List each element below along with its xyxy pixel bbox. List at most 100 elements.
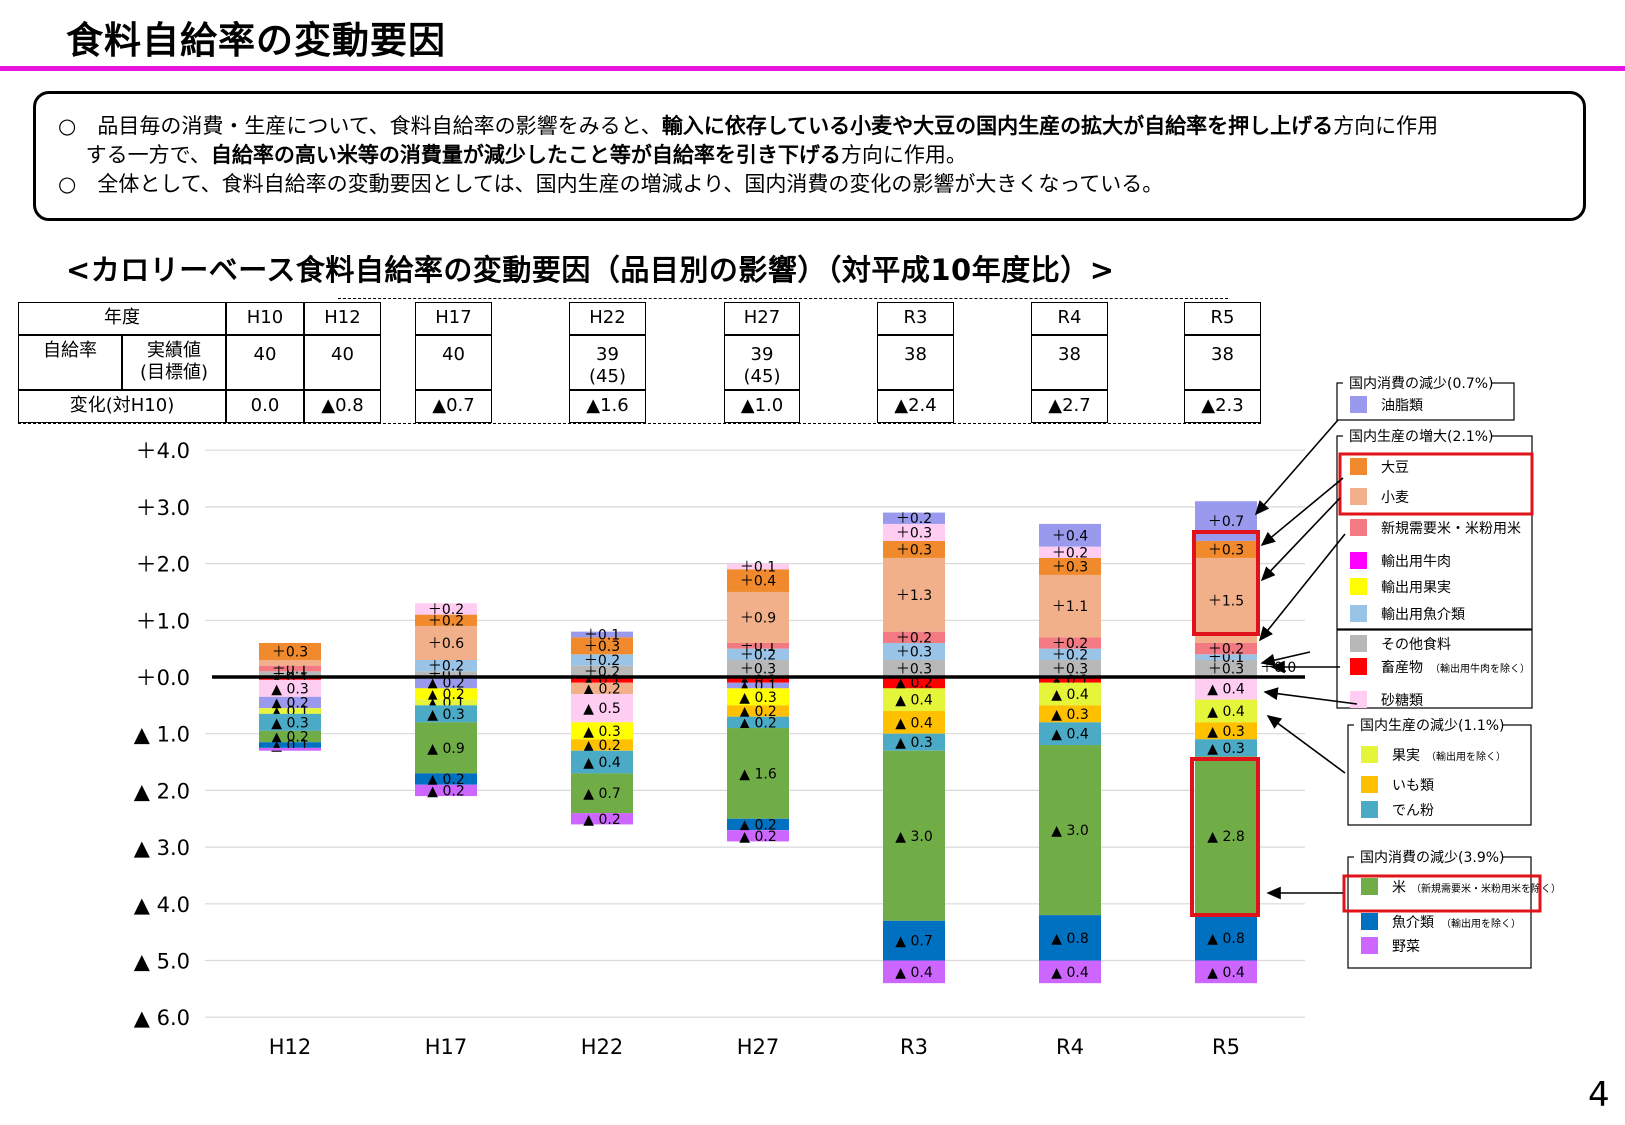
legend-swatch-sugar <box>1350 691 1367 708</box>
legend-item-label: その他食料 <box>1381 636 1451 653</box>
table-dashed-top <box>338 298 1228 299</box>
data-label: ▲ 0.2 <box>583 812 620 828</box>
legend-item-label: 輸出用牛肉 <box>1381 554 1451 570</box>
legend-title-bg <box>1343 426 1492 444</box>
actual-label: 実績値 <box>147 340 201 361</box>
legend-item-label: 小麦 <box>1381 490 1409 506</box>
data-label: ▲ 0.2 <box>427 772 464 788</box>
data-label: ＋0.1 <box>584 627 620 643</box>
legend-title-bg <box>1343 373 1492 391</box>
x-tick-label: H27 <box>737 1035 780 1059</box>
bar-segment-veg <box>727 830 789 842</box>
rate-value: 38 <box>1058 344 1081 365</box>
table-rate-R3: 38 <box>877 335 954 390</box>
bar-segment-oil <box>727 682 789 689</box>
table-actual-label: 実績値 (目標値) <box>122 335 226 390</box>
table-year-H27: H27 <box>724 302 800 335</box>
legend-swatch-newrice <box>1350 519 1367 536</box>
data-label: ▲ 0.7 <box>583 786 620 802</box>
data-label: ▲ 0.3 <box>739 690 776 706</box>
data-label: ＋0.3 <box>1052 559 1088 575</box>
data-label: ▲ 0.4 <box>1051 965 1089 981</box>
summary-line-3: ○ 全体として、食料自給率の変動要因としては、国内生産の増減より、国内消費の変化… <box>58 170 1561 199</box>
bar-segment-newrice <box>883 631 945 643</box>
bar-segment-veg <box>1195 960 1257 984</box>
bar-segment-potato <box>1195 722 1257 740</box>
bar-segment-rice <box>727 728 789 819</box>
data-label: ▲ 0.9 <box>427 741 464 757</box>
data-label: ＋0.3 <box>584 639 620 655</box>
y-tick-label: ＋2.0 <box>136 553 190 577</box>
bar-segment-other <box>883 659 945 677</box>
legend-group-title: 国内生産の減少(1.1%) <box>1360 717 1505 734</box>
legend-swatch-wheat <box>1350 488 1367 505</box>
rate-value: 38 <box>904 344 927 365</box>
bar-segment-veg <box>883 960 945 984</box>
data-label: ▲ 0.3 <box>895 735 932 751</box>
legend-group-title: 国内消費の減少(0.7%) <box>1349 375 1494 392</box>
bar-segment-soy <box>571 637 633 655</box>
legend-item-label: 米 <box>1392 880 1406 896</box>
y-tick-label: ＋0.0 <box>136 666 190 690</box>
table-rate-label: 自給率 <box>18 335 122 390</box>
legend-highlight-soy-wheat <box>1338 452 1534 516</box>
data-label: ▲ 0.2 <box>271 696 308 712</box>
legend-item-label: いも類 <box>1392 778 1434 794</box>
data-label: ▲ 0.7 <box>895 934 932 950</box>
bar-segment-starch <box>259 713 321 731</box>
legend-swatch-rice <box>1361 878 1378 895</box>
data-label: ＋0.3 <box>896 525 932 541</box>
legend-item-label: でん粉 <box>1392 803 1434 819</box>
bar-segment-fish <box>259 742 321 748</box>
bar-segment-other <box>1195 659 1257 677</box>
pointer-arrow <box>1266 715 1346 774</box>
data-label: ＋0.3 <box>272 644 308 660</box>
data-label: ▲ 0.2 <box>427 687 464 703</box>
bar-segment-wheat <box>259 659 321 666</box>
data-label: ＋0.2 <box>896 630 932 646</box>
legend-swatch-exfruit <box>1350 578 1367 595</box>
y-tick-label: ▲ 4.0 <box>134 893 190 917</box>
bar-segment-newrice <box>1195 642 1257 655</box>
legend-group-title: 国内消費の減少(3.9%) <box>1360 849 1505 866</box>
data-label: ＋0.3 <box>740 661 776 677</box>
bar-segment-newrice <box>259 665 321 672</box>
bar-segment-starch <box>1039 722 1101 746</box>
bar-segment-wheat <box>571 682 633 695</box>
x-tick-label: H17 <box>425 1035 468 1059</box>
bar-segment-veg <box>415 784 477 797</box>
legend-swatch-fruit <box>1361 746 1378 763</box>
table-change-H27: ▲1.0 <box>724 390 800 423</box>
table-year-H12: H12 <box>304 302 381 335</box>
bar-segment-potato <box>571 739 633 751</box>
table-change-H10: 0.0 <box>226 390 304 423</box>
data-label: ▲ 0.4 <box>583 755 621 771</box>
summary-box: ○ 品目毎の消費・生産について、食料自給率の影響をみると、輸入に依存している小麦… <box>33 91 1586 221</box>
legend-item-label: 魚介類 <box>1392 915 1434 931</box>
bar-segment-starch <box>571 750 633 774</box>
legend-item-label: 果実 <box>1392 748 1420 764</box>
data-label: ▲ 0.2 <box>739 829 776 845</box>
bar-segment-fruit <box>1039 682 1101 706</box>
data-label: ＋0.3 <box>1208 661 1244 677</box>
x-tick-label: R5 <box>1212 1035 1240 1059</box>
bar-segment-sugar <box>727 563 789 570</box>
bar-segment-other <box>1039 659 1101 677</box>
data-label: ＋0.4 <box>1052 528 1088 544</box>
data-label: ＋0.3 <box>896 661 932 677</box>
summary-line-2: する一方で、自給率の高い米等の消費量が減少したこと等が自給率を引き下げる方向に作… <box>58 141 1561 170</box>
bar-segment-sugar <box>1195 677 1257 700</box>
data-label: ▲ 0.1 <box>271 738 308 754</box>
bar-segment-oil <box>259 696 321 709</box>
bar-segment-oil <box>415 677 477 689</box>
legend-swatch-fish <box>1361 913 1378 930</box>
bar-segment-wheat <box>883 557 945 632</box>
highlight-box-wheat-soy <box>1192 530 1260 636</box>
bar-segment-fish <box>883 920 945 961</box>
data-label: ▲ 0.3 <box>583 724 620 740</box>
legend-item-label: 油脂類 <box>1381 398 1423 414</box>
bar-segment-livestock <box>727 677 789 683</box>
y-tick-label: ＋1.0 <box>136 609 190 633</box>
pointer-arrow <box>1260 477 1344 547</box>
table-year-header: 年度 <box>18 302 226 335</box>
